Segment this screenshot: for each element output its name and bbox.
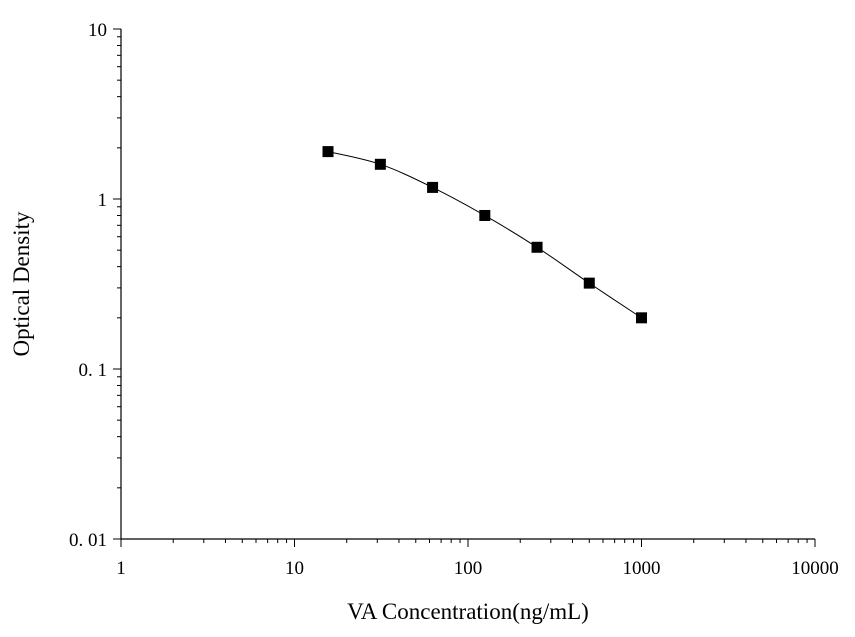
series-line [327, 151, 642, 319]
y-tick-label: 1 [98, 190, 108, 211]
data-point [531, 241, 543, 253]
x-tick-label: 1000 [623, 558, 661, 579]
data-point [636, 312, 647, 324]
x-tick-label: 10000 [791, 558, 839, 579]
x-tick-label: 100 [454, 558, 483, 579]
data-point [374, 158, 386, 170]
data-point [583, 277, 595, 289]
y-tick-label: 0. 01 [69, 530, 107, 551]
x-axis-title: VA Concentration(ng/mL) [347, 599, 589, 624]
y-tick-label: 0. 1 [79, 360, 108, 381]
y-axis-title: Optical Density [9, 211, 34, 356]
data-point [479, 209, 491, 221]
data-point [322, 146, 334, 158]
x-axis: 1 10 100 1000 10000 [116, 538, 839, 579]
plot-area [322, 146, 647, 324]
y-tick-label: 10 [88, 20, 107, 41]
x-tick-label: 1 [116, 558, 126, 579]
x-tick-label: 10 [285, 558, 304, 579]
data-point [427, 181, 439, 193]
y-axis: 0. 01 0. 1 1 10 [69, 20, 122, 551]
